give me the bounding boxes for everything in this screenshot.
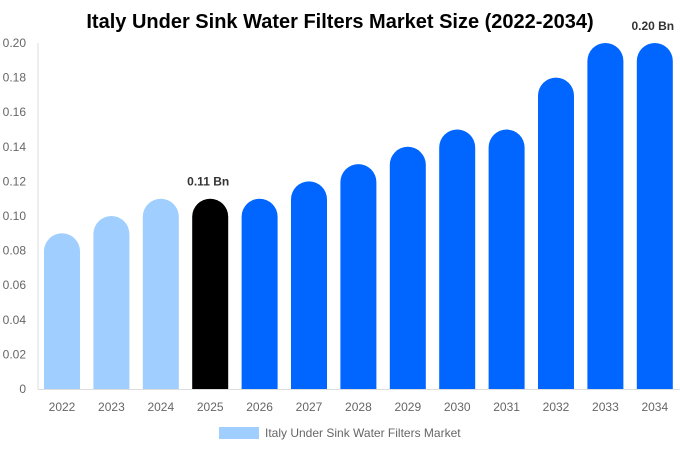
bar-2033 [587, 43, 624, 389]
bar-2028 [340, 164, 377, 389]
y-tick-label: 0.12 [3, 174, 27, 188]
bar-2023 [93, 216, 130, 389]
bar-2034 [636, 43, 673, 389]
x-tick-label: 2024 [147, 400, 174, 414]
y-tick-label: 0.20 [3, 36, 27, 50]
y-tick-label: 0.18 [3, 71, 27, 85]
x-tick-label: 2027 [296, 400, 323, 414]
y-tick-label: 0 [19, 382, 26, 396]
x-tick-label: 2023 [98, 400, 125, 414]
y-tick-label: 0.08 [3, 244, 27, 258]
x-tick-label: 2031 [493, 400, 520, 414]
bar-2032 [538, 77, 574, 389]
bar-2024 [142, 198, 179, 389]
data-label-2034: 0.20 Bn [631, 19, 674, 33]
bar-2027 [291, 181, 327, 389]
bar-2022 [44, 233, 80, 389]
x-tick-label: 2028 [345, 400, 372, 414]
x-tick-label: 2022 [49, 400, 76, 414]
x-tick-label: 2032 [543, 400, 570, 414]
y-tick-label: 0.04 [3, 313, 27, 327]
chart-title: Italy Under Sink Water Filters Market Si… [86, 11, 593, 33]
x-tick-label: 2033 [592, 400, 619, 414]
y-tick-label: 0.10 [3, 209, 27, 223]
x-tick-label: 2025 [197, 400, 224, 414]
x-tick-label: 2029 [394, 400, 421, 414]
x-tick-label: 2034 [641, 400, 668, 414]
bar-2029 [389, 146, 426, 389]
y-tick-label: 0.16 [3, 105, 27, 119]
data-label-2025: 0.11 Bn [187, 175, 229, 189]
bar-2031 [488, 129, 525, 390]
y-tick-label: 0.06 [3, 278, 27, 292]
bar-2030 [439, 129, 476, 389]
legend-swatch [219, 427, 259, 439]
bar-2025 [192, 198, 229, 389]
x-tick-label: 2030 [444, 400, 471, 414]
x-tick-label: 2026 [246, 400, 273, 414]
y-tick-label: 0.14 [3, 140, 27, 154]
legend-label: Italy Under Sink Water Filters Market [265, 426, 461, 440]
bar-2026 [241, 198, 278, 389]
y-tick-label: 0.02 [3, 347, 27, 361]
